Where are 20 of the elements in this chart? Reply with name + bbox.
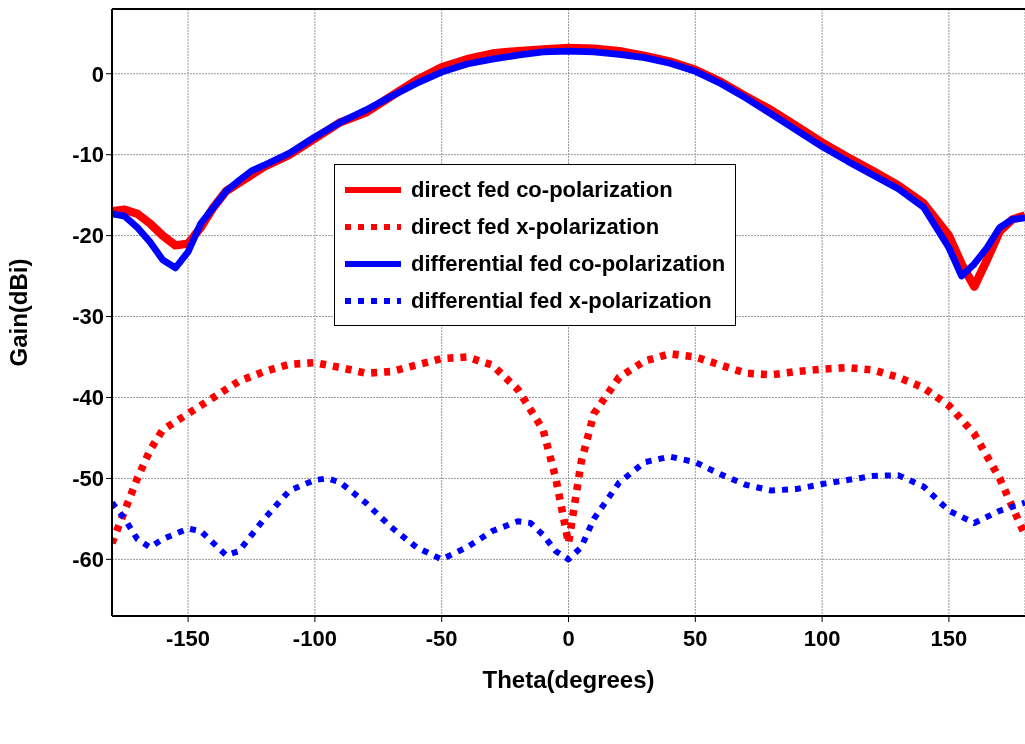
y-tick-label: -50 — [72, 466, 104, 492]
y-tick-label: 0 — [91, 61, 104, 87]
x-tick-label: -100 — [292, 625, 337, 651]
x-tick-label: -150 — [166, 625, 211, 651]
y-tick-label: -40 — [72, 385, 104, 411]
x-tick-label: 100 — [803, 625, 841, 651]
y-tick-label: -60 — [72, 547, 104, 573]
x-axis-title: Theta(degrees) — [482, 666, 655, 693]
y-axis-title: Gain(dBi) — [4, 258, 32, 367]
x-tick-label: 150 — [930, 625, 968, 651]
legend-label: differential fed x-polarization — [411, 287, 712, 314]
x-tick-label: -50 — [425, 625, 458, 651]
legend-label: differential fed co-polarization — [411, 250, 726, 277]
x-tick-label: 0 — [562, 625, 575, 651]
legend-label: direct fed co-polarization — [411, 176, 673, 203]
x-tick-label: 50 — [683, 625, 708, 651]
y-tick-label: -10 — [72, 142, 104, 168]
legend-label: direct fed x-polarization — [411, 213, 660, 240]
y-tick-label: -20 — [72, 223, 104, 249]
y-tick-label: -30 — [72, 304, 104, 330]
